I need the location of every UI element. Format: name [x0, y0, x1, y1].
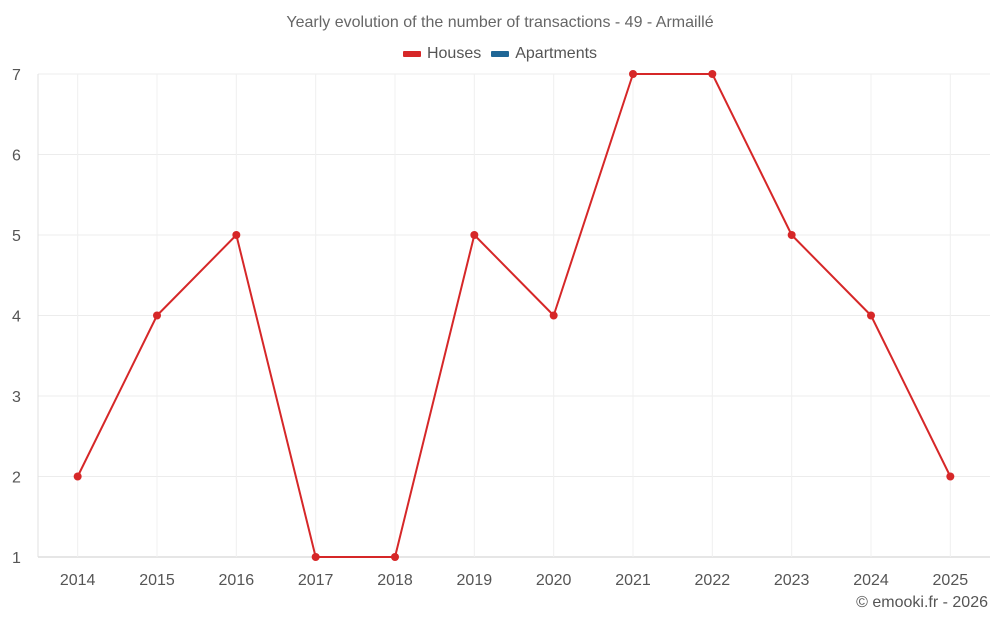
x-tick-label: 2022	[695, 572, 731, 589]
x-tick-label: 2020	[536, 572, 572, 589]
y-axis: 1 2 3 4 5 6 7	[12, 67, 21, 567]
data-point[interactable]	[629, 70, 637, 78]
legend-swatch-houses	[402, 51, 421, 57]
legend-item-apartments[interactable]: Apartments	[491, 45, 597, 63]
x-tick-label: 2019	[457, 572, 493, 589]
legend-label-houses: Houses	[426, 45, 482, 62]
data-point[interactable]	[946, 472, 955, 481]
data-point[interactable]	[311, 553, 320, 561]
data-point[interactable]	[708, 70, 717, 78]
x-axis: 2014 2015 2016 2017 2018 2019 2020 2021 2022 2023…	[60, 572, 968, 589]
y-tick-label: 7	[12, 67, 21, 84]
data-point[interactable]	[391, 553, 399, 561]
y-tick-label: 6	[12, 148, 21, 165]
y-tick-label: 4	[12, 309, 21, 326]
data-point[interactable]	[73, 472, 82, 481]
legend-swatch-apartments	[491, 51, 510, 57]
x-tick-label: 2023	[774, 572, 810, 589]
data-point[interactable]	[549, 311, 558, 320]
data-point[interactable]	[787, 231, 796, 239]
footer-credit: © emooki.fr - 2026	[856, 594, 988, 611]
y-tick-label: 3	[12, 389, 21, 406]
x-tick-label: 2014	[60, 572, 96, 589]
data-point[interactable]	[867, 311, 875, 320]
data-point[interactable]	[470, 231, 479, 239]
legend: Houses Apartments	[0, 45, 1000, 63]
series-line-houses	[76, 73, 952, 558]
x-tick-label: 2024	[853, 572, 889, 589]
y-tick-label: 1	[12, 550, 21, 567]
series-layer	[73, 70, 955, 561]
x-tick-label: 2021	[615, 572, 651, 589]
y-tick-label: 2	[12, 470, 21, 487]
x-tick-label: 2015	[139, 572, 175, 589]
legend-item-houses[interactable]: Houses	[402, 45, 482, 63]
x-tick-label: 2018	[377, 572, 413, 589]
x-tick-label: 2025	[933, 572, 969, 589]
x-tick-label: 2017	[298, 572, 334, 589]
legend-label-apartments: Apartments	[515, 45, 598, 62]
chart-title: Yearly evolution of the number of transa…	[286, 14, 714, 31]
x-tick-label: 2016	[219, 572, 255, 589]
data-point[interactable]	[153, 311, 161, 320]
data-point[interactable]	[232, 231, 241, 239]
grid	[37, 73, 990, 558]
y-tick-label: 5	[12, 228, 21, 245]
